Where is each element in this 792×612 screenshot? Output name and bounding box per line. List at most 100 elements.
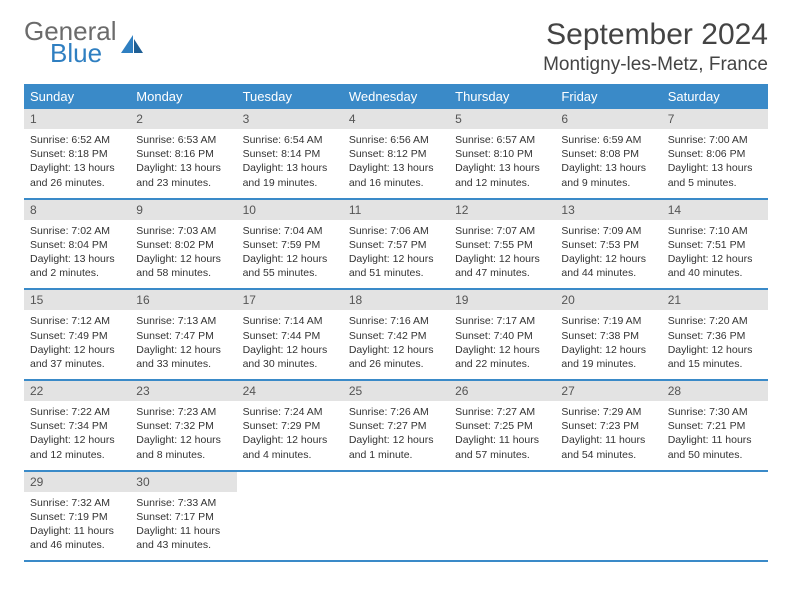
daylight-line1: Daylight: 12 hours bbox=[349, 433, 443, 447]
day-cell: 4Sunrise: 6:56 AMSunset: 8:12 PMDaylight… bbox=[343, 109, 449, 199]
day-of-week-row: SundayMondayTuesdayWednesdayThursdayFrid… bbox=[24, 84, 768, 109]
daylight-line1: Daylight: 12 hours bbox=[30, 433, 124, 447]
day-of-week-header: Friday bbox=[555, 84, 661, 109]
day-details: Sunrise: 7:20 AMSunset: 7:36 PMDaylight:… bbox=[662, 310, 768, 379]
sunset-text: Sunset: 7:23 PM bbox=[561, 419, 655, 433]
day-cell: 24Sunrise: 7:24 AMSunset: 7:29 PMDayligh… bbox=[237, 380, 343, 471]
day-number: 5 bbox=[449, 109, 555, 129]
day-cell: 12Sunrise: 7:07 AMSunset: 7:55 PMDayligh… bbox=[449, 199, 555, 290]
daylight-line1: Daylight: 13 hours bbox=[30, 161, 124, 175]
day-number: 6 bbox=[555, 109, 661, 129]
daylight-line2: and 50 minutes. bbox=[668, 448, 762, 462]
daylight-line2: and 54 minutes. bbox=[561, 448, 655, 462]
day-number: 13 bbox=[555, 200, 661, 220]
brand-text: General Blue bbox=[24, 18, 117, 66]
daylight-line1: Daylight: 12 hours bbox=[243, 433, 337, 447]
sunrise-text: Sunrise: 7:22 AM bbox=[30, 405, 124, 419]
day-details: Sunrise: 7:30 AMSunset: 7:21 PMDaylight:… bbox=[662, 401, 768, 470]
day-cell: 21Sunrise: 7:20 AMSunset: 7:36 PMDayligh… bbox=[662, 289, 768, 380]
sunrise-text: Sunrise: 7:03 AM bbox=[136, 224, 230, 238]
day-details: Sunrise: 7:19 AMSunset: 7:38 PMDaylight:… bbox=[555, 310, 661, 379]
day-number: 27 bbox=[555, 381, 661, 401]
day-number: 15 bbox=[24, 290, 130, 310]
day-cell: 18Sunrise: 7:16 AMSunset: 7:42 PMDayligh… bbox=[343, 289, 449, 380]
day-number: 1 bbox=[24, 109, 130, 129]
day-cell: 15Sunrise: 7:12 AMSunset: 7:49 PMDayligh… bbox=[24, 289, 130, 380]
sunrise-text: Sunrise: 7:32 AM bbox=[30, 496, 124, 510]
day-number: 28 bbox=[662, 381, 768, 401]
day-cell: 26Sunrise: 7:27 AMSunset: 7:25 PMDayligh… bbox=[449, 380, 555, 471]
day-cell: 9Sunrise: 7:03 AMSunset: 8:02 PMDaylight… bbox=[130, 199, 236, 290]
daylight-line1: Daylight: 13 hours bbox=[136, 161, 230, 175]
daylight-line2: and 12 minutes. bbox=[455, 176, 549, 190]
daylight-line2: and 16 minutes. bbox=[349, 176, 443, 190]
day-details: Sunrise: 7:29 AMSunset: 7:23 PMDaylight:… bbox=[555, 401, 661, 470]
daylight-line1: Daylight: 12 hours bbox=[561, 252, 655, 266]
sunset-text: Sunset: 7:49 PM bbox=[30, 329, 124, 343]
week-row: 22Sunrise: 7:22 AMSunset: 7:34 PMDayligh… bbox=[24, 380, 768, 471]
sunrise-text: Sunrise: 6:52 AM bbox=[30, 133, 124, 147]
daylight-line2: and 22 minutes. bbox=[455, 357, 549, 371]
daylight-line1: Daylight: 12 hours bbox=[243, 252, 337, 266]
sunset-text: Sunset: 7:19 PM bbox=[30, 510, 124, 524]
day-cell: 29Sunrise: 7:32 AMSunset: 7:19 PMDayligh… bbox=[24, 471, 130, 562]
sunset-text: Sunset: 7:47 PM bbox=[136, 329, 230, 343]
daylight-line1: Daylight: 12 hours bbox=[668, 252, 762, 266]
daylight-line1: Daylight: 12 hours bbox=[455, 252, 549, 266]
sunset-text: Sunset: 7:53 PM bbox=[561, 238, 655, 252]
sunrise-text: Sunrise: 7:27 AM bbox=[455, 405, 549, 419]
daylight-line1: Daylight: 12 hours bbox=[136, 343, 230, 357]
day-number: 18 bbox=[343, 290, 449, 310]
day-cell: 8Sunrise: 7:02 AMSunset: 8:04 PMDaylight… bbox=[24, 199, 130, 290]
sunset-text: Sunset: 7:40 PM bbox=[455, 329, 549, 343]
sunset-text: Sunset: 7:34 PM bbox=[30, 419, 124, 433]
sunset-text: Sunset: 7:25 PM bbox=[455, 419, 549, 433]
day-details: Sunrise: 7:06 AMSunset: 7:57 PMDaylight:… bbox=[343, 220, 449, 289]
location-subtitle: Montigny-les-Metz, France bbox=[543, 54, 768, 76]
calendar-body: 1Sunrise: 6:52 AMSunset: 8:18 PMDaylight… bbox=[24, 109, 768, 561]
daylight-line1: Daylight: 12 hours bbox=[668, 343, 762, 357]
daylight-line1: Daylight: 13 hours bbox=[668, 161, 762, 175]
day-cell: 3Sunrise: 6:54 AMSunset: 8:14 PMDaylight… bbox=[237, 109, 343, 199]
title-block: September 2024 Montigny-les-Metz, France bbox=[543, 18, 768, 76]
daylight-line2: and 55 minutes. bbox=[243, 266, 337, 280]
sunrise-text: Sunrise: 7:33 AM bbox=[136, 496, 230, 510]
daylight-line2: and 40 minutes. bbox=[668, 266, 762, 280]
day-cell: 19Sunrise: 7:17 AMSunset: 7:40 PMDayligh… bbox=[449, 289, 555, 380]
day-details: Sunrise: 7:26 AMSunset: 7:27 PMDaylight:… bbox=[343, 401, 449, 470]
day-of-week-header: Saturday bbox=[662, 84, 768, 109]
daylight-line1: Daylight: 11 hours bbox=[136, 524, 230, 538]
day-details: Sunrise: 7:07 AMSunset: 7:55 PMDaylight:… bbox=[449, 220, 555, 289]
day-cell: 13Sunrise: 7:09 AMSunset: 7:53 PMDayligh… bbox=[555, 199, 661, 290]
daylight-line2: and 8 minutes. bbox=[136, 448, 230, 462]
day-number: 26 bbox=[449, 381, 555, 401]
day-number: 20 bbox=[555, 290, 661, 310]
day-details: Sunrise: 7:14 AMSunset: 7:44 PMDaylight:… bbox=[237, 310, 343, 379]
sunset-text: Sunset: 7:21 PM bbox=[668, 419, 762, 433]
day-cell: .. bbox=[237, 471, 343, 562]
day-number: 2 bbox=[130, 109, 236, 129]
daylight-line2: and 1 minute. bbox=[349, 448, 443, 462]
page-title: September 2024 bbox=[543, 18, 768, 52]
daylight-line2: and 58 minutes. bbox=[136, 266, 230, 280]
sunset-text: Sunset: 8:16 PM bbox=[136, 147, 230, 161]
day-details: Sunrise: 7:13 AMSunset: 7:47 PMDaylight:… bbox=[130, 310, 236, 379]
day-cell: 28Sunrise: 7:30 AMSunset: 7:21 PMDayligh… bbox=[662, 380, 768, 471]
sunset-text: Sunset: 8:08 PM bbox=[561, 147, 655, 161]
sunrise-text: Sunrise: 7:16 AM bbox=[349, 314, 443, 328]
week-row: 15Sunrise: 7:12 AMSunset: 7:49 PMDayligh… bbox=[24, 289, 768, 380]
daylight-line1: Daylight: 13 hours bbox=[243, 161, 337, 175]
daylight-line1: Daylight: 11 hours bbox=[561, 433, 655, 447]
daylight-line2: and 19 minutes. bbox=[561, 357, 655, 371]
daylight-line1: Daylight: 11 hours bbox=[668, 433, 762, 447]
week-row: 29Sunrise: 7:32 AMSunset: 7:19 PMDayligh… bbox=[24, 471, 768, 562]
day-details: Sunrise: 6:54 AMSunset: 8:14 PMDaylight:… bbox=[237, 129, 343, 198]
logo-sail-icon bbox=[119, 33, 145, 55]
day-number: 16 bbox=[130, 290, 236, 310]
daylight-line1: Daylight: 12 hours bbox=[30, 343, 124, 357]
daylight-line2: and 4 minutes. bbox=[243, 448, 337, 462]
daylight-line1: Daylight: 12 hours bbox=[243, 343, 337, 357]
day-number: 25 bbox=[343, 381, 449, 401]
daylight-line2: and 23 minutes. bbox=[136, 176, 230, 190]
day-number: 10 bbox=[237, 200, 343, 220]
